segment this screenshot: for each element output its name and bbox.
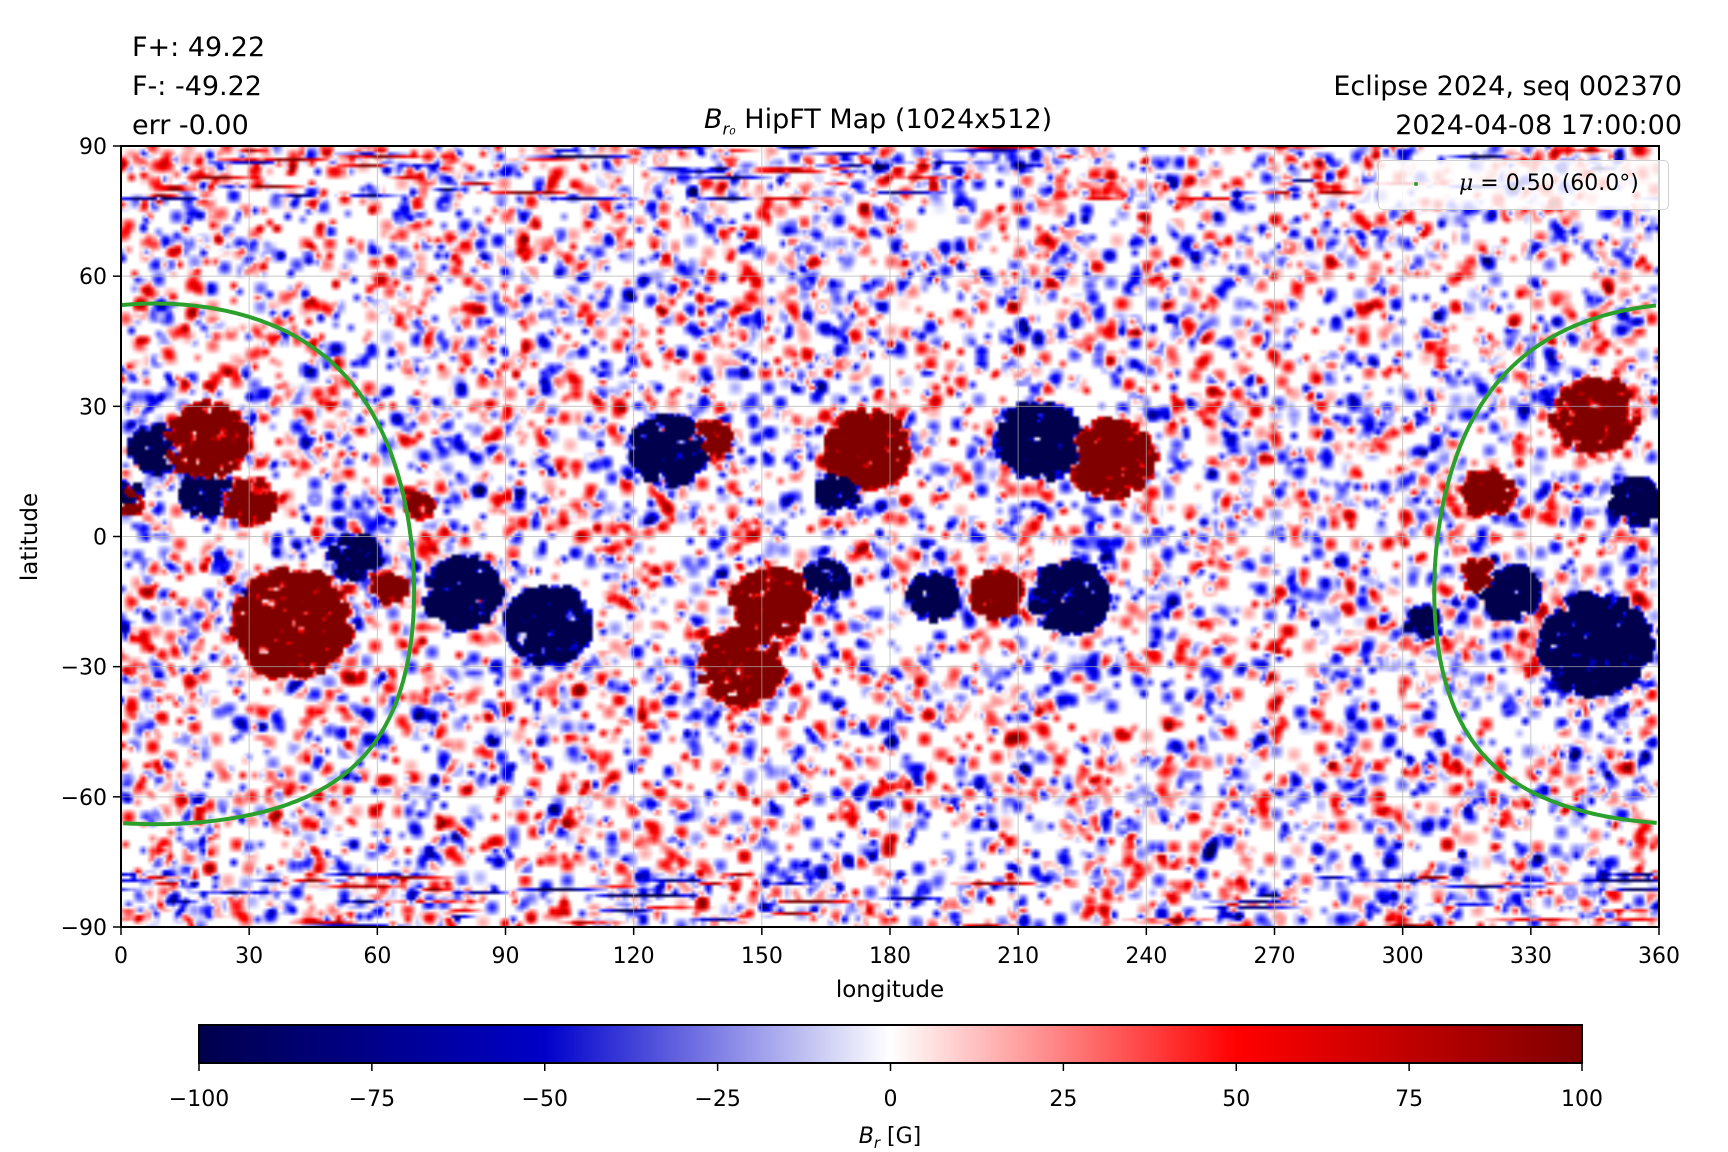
title-text: HipFT Map (1024x512)	[735, 104, 1053, 135]
x-tick-label: 360	[1638, 944, 1680, 969]
colorbar-tick-label: −100	[169, 1087, 229, 1112]
mu-value: = 0.50 (60.0°)	[1473, 171, 1639, 196]
x-axis-label: longitude	[836, 977, 944, 1003]
run-name-label: Eclipse 2024, seq 002370	[1333, 71, 1682, 102]
y-tick-label: −60	[61, 786, 107, 811]
y-axis-label: latitude	[17, 493, 43, 581]
chart-title: Br₀ HipFT Map (1024x512)	[704, 106, 1052, 138]
colorbar-symbol: B	[859, 1124, 874, 1149]
mu-contour-line	[123, 301, 417, 827]
colorbar-tick-label: 25	[1049, 1087, 1077, 1112]
colorbar	[198, 1024, 1583, 1064]
x-tick-label: 180	[869, 944, 911, 969]
colorbar-axis: −100 −75 −50 −25 0 25 50 75 100	[169, 1063, 1603, 1112]
flux-positive-label: F+: 49.22	[132, 32, 266, 63]
timestamp-label: 2024-04-08 17:00:00	[1395, 110, 1682, 141]
y-tick-label: −30	[61, 656, 107, 681]
grid-lines	[121, 146, 1659, 927]
y-tick-label: 60	[79, 265, 107, 290]
mu-contour	[120, 301, 1657, 827]
colorbar-unit: [G]	[880, 1124, 921, 1149]
mu-contour-line	[120, 301, 156, 308]
error-label: err -0.00	[132, 110, 249, 141]
colorbar-tick-label: 0	[884, 1087, 898, 1112]
x-axis: 0 30 60 90 120 150 180 210 240 270 300 330 360	[114, 927, 1680, 969]
colorbar-tick-label: 75	[1395, 1087, 1423, 1112]
y-tick-label: 90	[79, 135, 107, 160]
flux-negative-label: F-: -49.22	[132, 71, 262, 102]
y-tick-label: 0	[93, 526, 107, 551]
title-subscript: r₀	[722, 119, 736, 139]
colorbar-subscript: r	[874, 1134, 881, 1152]
x-tick-label: 0	[114, 944, 128, 969]
x-tick-label: 330	[1510, 944, 1552, 969]
y-tick-label: −90	[61, 916, 107, 941]
y-axis: −90 −60 −30 0 30 60 90	[61, 135, 121, 941]
x-tick-label: 150	[741, 944, 783, 969]
y-tick-label: 30	[79, 395, 107, 420]
x-tick-label: 60	[363, 944, 391, 969]
legend-entry-mu: μ = 0.50 (60.0°)	[1459, 171, 1639, 196]
colorbar-tick-label: −25	[694, 1087, 740, 1112]
title-symbol: B	[704, 104, 723, 135]
legend: μ = 0.50 (60.0°)	[1378, 160, 1669, 210]
legend-marker-green-dot	[1414, 182, 1418, 186]
x-tick-label: 300	[1382, 944, 1424, 969]
x-tick-label: 30	[235, 944, 263, 969]
mu-symbol: μ	[1459, 171, 1474, 196]
colorbar-tick-label: 100	[1561, 1087, 1603, 1112]
colorbar-tick-label: −50	[522, 1087, 568, 1112]
x-tick-label: 270	[1254, 944, 1296, 969]
colorbar-label: Br [G]	[859, 1124, 921, 1152]
colorbar-tick-label: −75	[349, 1087, 395, 1112]
x-tick-label: 240	[1125, 944, 1167, 969]
x-tick-label: 210	[997, 944, 1039, 969]
colorbar-tick-label: 50	[1222, 1087, 1250, 1112]
mu-contour-line	[1432, 303, 1657, 825]
x-tick-label: 90	[492, 944, 520, 969]
x-tick-label: 120	[613, 944, 655, 969]
